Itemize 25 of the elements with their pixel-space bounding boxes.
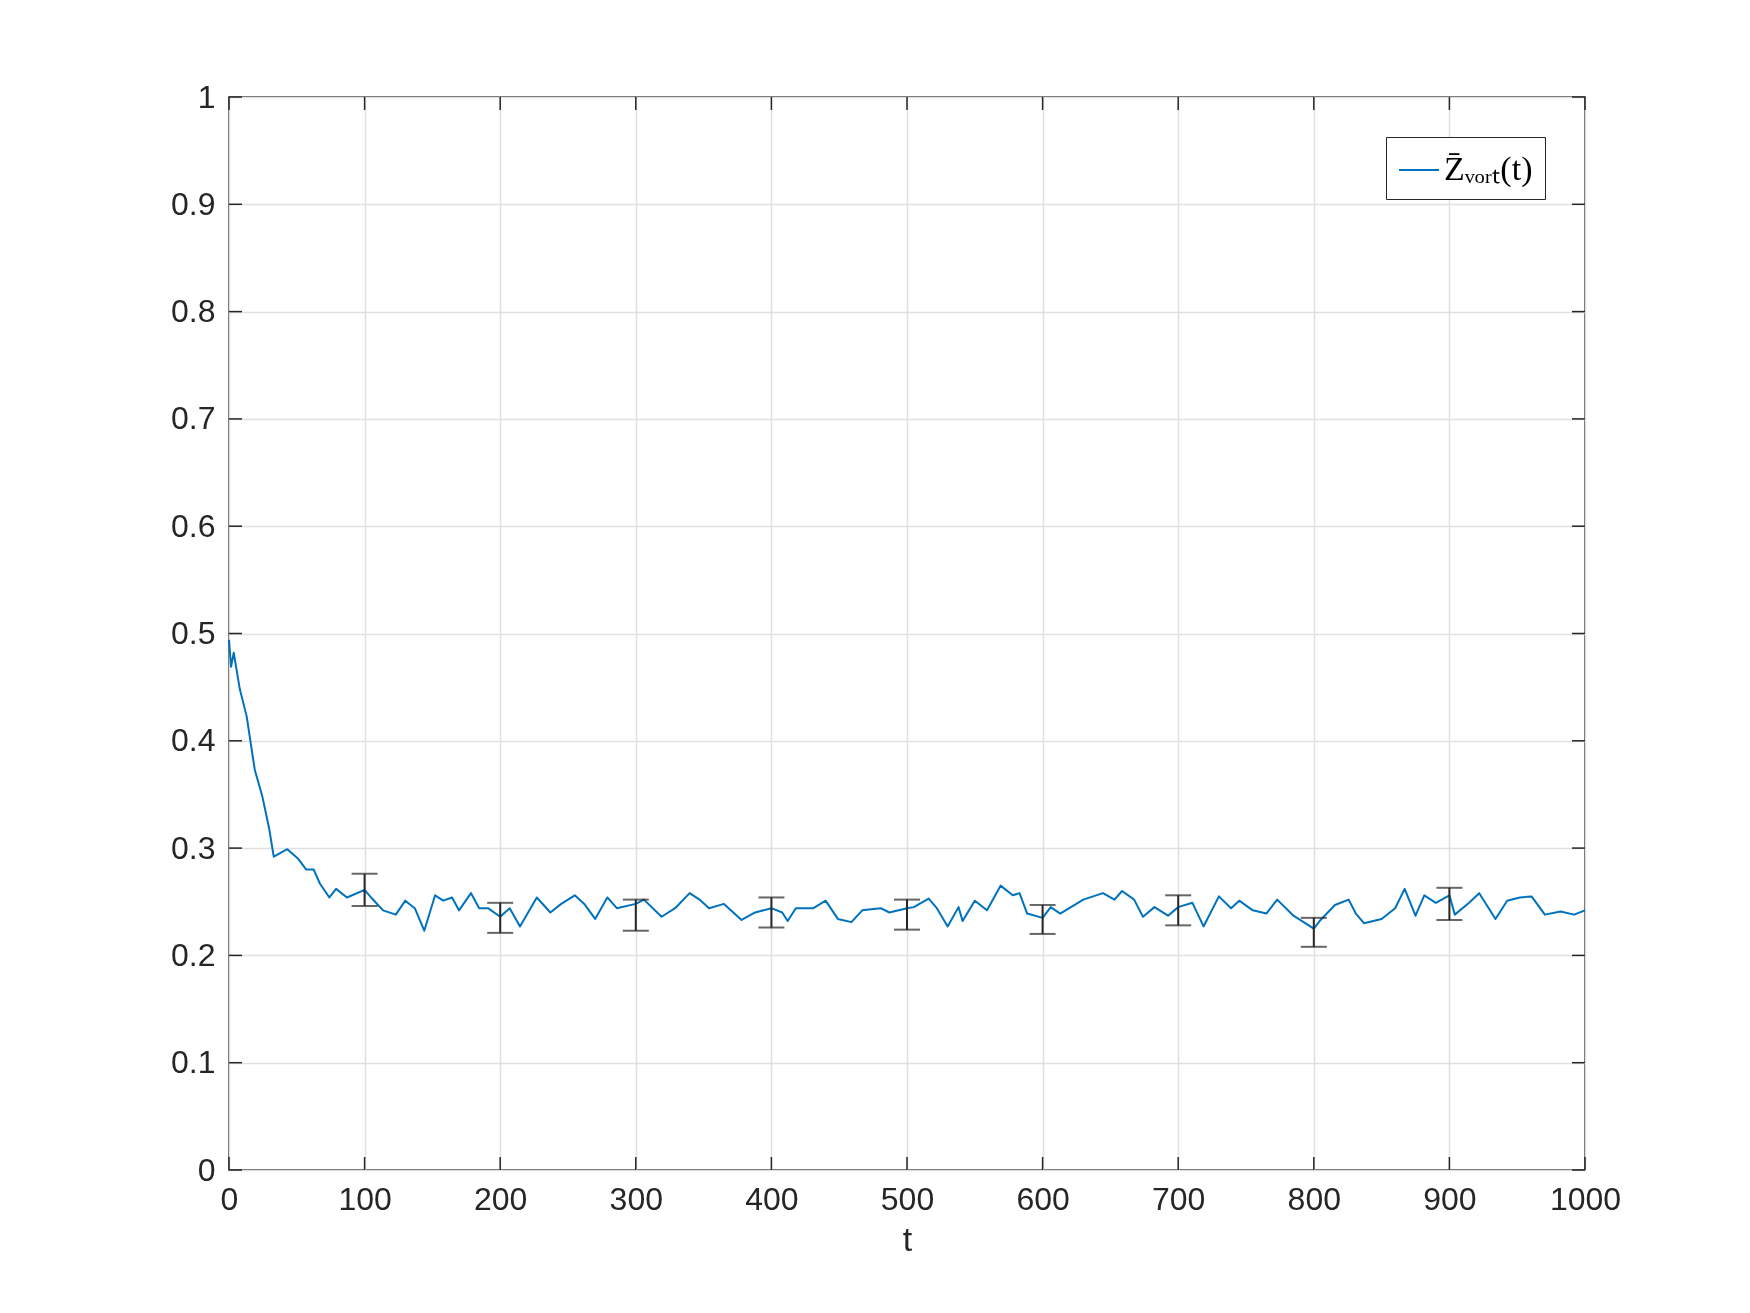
x-tick-label: 900 [1423, 1180, 1477, 1217]
y-tick-label: 0.5 [171, 615, 216, 651]
x-tick-label: 500 [880, 1180, 935, 1217]
y-tick-label: 0.8 [171, 293, 216, 330]
x-tick-label: 100 [338, 1180, 392, 1217]
y-tick-label: 0.2 [171, 936, 216, 973]
y-tick-label: 1 [197, 78, 216, 115]
x-tick-label: 700 [1152, 1180, 1206, 1217]
x-axis-title: t [902, 1219, 913, 1258]
x-tick-label: 800 [1287, 1180, 1341, 1217]
y-tick-label: 0.9 [171, 185, 216, 222]
x-tick-label: 400 [745, 1180, 799, 1217]
x-tick-label: 0 [220, 1180, 239, 1217]
x-tick-label: 200 [474, 1180, 528, 1217]
x-tick-label: 1000 [1549, 1180, 1622, 1217]
x-tick-label: 600 [1016, 1180, 1070, 1217]
y-tick-label: 0.7 [171, 400, 216, 437]
x-tick-label: 300 [609, 1180, 663, 1217]
line-series [228, 638, 1586, 932]
y-tick-label: 0.4 [171, 722, 216, 759]
y-tick-label: 0 [197, 1151, 216, 1188]
legend-label: Z̄ᵥₒᵣₜ(t) [1444, 150, 1533, 188]
y-tick-label: 0.6 [171, 507, 216, 544]
y-tick-label: 0.3 [171, 829, 216, 866]
y-tick-label: 0.1 [171, 1044, 216, 1081]
